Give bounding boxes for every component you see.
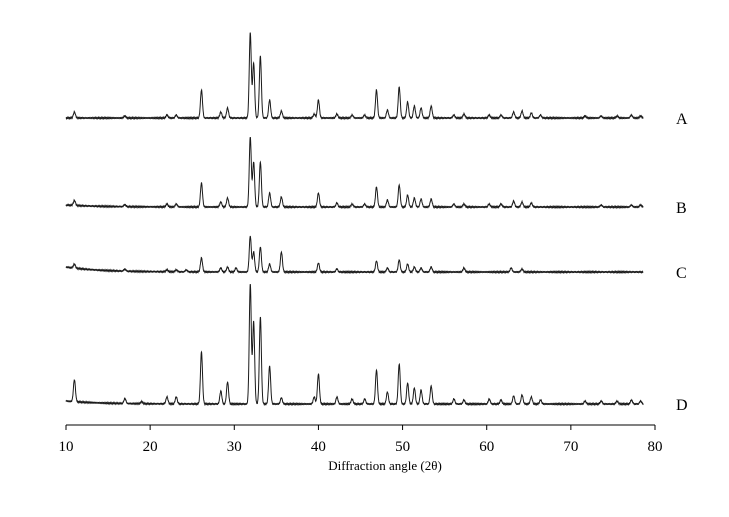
x-tick-label: 20 xyxy=(143,439,158,455)
series-labels-group: A B C D xyxy=(676,111,688,414)
traces-group xyxy=(65,32,644,407)
series-label-b: B xyxy=(676,200,687,217)
x-axis-title: Diffraction angle (2θ) xyxy=(328,458,442,473)
series-line-d xyxy=(65,283,644,407)
series-line-a xyxy=(65,32,644,121)
series-label-c: C xyxy=(676,265,687,282)
x-tick-label: 10 xyxy=(59,439,74,455)
x-tick-label: 80 xyxy=(648,439,663,455)
x-tick-label: 60 xyxy=(479,439,494,455)
series-line-c xyxy=(65,235,644,275)
series-label-a: A xyxy=(676,111,688,128)
x-ticks-group: 10 20 30 40 50 60 70 80 xyxy=(59,425,663,455)
x-tick-label: 50 xyxy=(395,439,410,455)
x-tick-label: 30 xyxy=(227,439,242,455)
series-line-b xyxy=(65,136,644,210)
x-tick-label: 40 xyxy=(311,439,326,455)
series-label-d: D xyxy=(676,397,688,414)
x-tick-label: 70 xyxy=(563,439,578,455)
